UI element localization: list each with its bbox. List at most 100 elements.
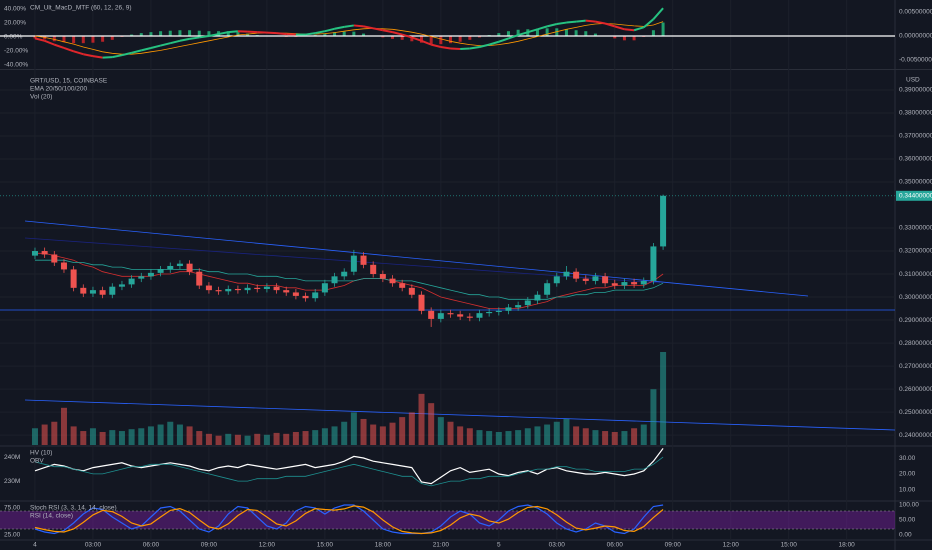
indicator-title: CM_Ult_MacD_MTF (60, 12, 26, 9) [30,5,132,12]
macd-segment [276,32,287,36]
histogram-bar [564,29,568,36]
candle-body [476,313,483,318]
macd-segment [208,33,219,37]
macd-segment [363,25,374,30]
macd-segment [228,30,239,34]
candle-body [457,314,464,317]
volume-bar [582,428,589,445]
y-tick-label: 0.27000000 [899,363,932,370]
candle-body [650,246,657,281]
x-tick-label: 09:00 [665,542,682,549]
macd-segment [392,31,403,36]
histogram-bar [632,35,636,41]
candle-body [89,290,96,294]
y-tick-label: 0.35000000 [899,179,932,186]
macd-segment [556,21,567,25]
histogram-bar [651,30,655,36]
series-line [34,505,664,535]
volume-bar [51,421,58,445]
volume-bar [167,421,174,445]
candle-body [379,274,386,279]
volume-bar [283,433,290,445]
volume-bar [370,424,377,445]
volume-bar [631,428,638,445]
histogram-bar [506,31,510,36]
candle-body [109,286,116,295]
volume-bar [215,435,222,445]
candle-body [157,269,164,273]
y-tick-label: 0.00500000 [899,9,932,16]
macd-segment [53,43,65,49]
histogram-bar [91,35,95,43]
volume-bar [563,418,570,445]
y-tick-label: 0.24000000 [899,432,932,439]
histogram-bar [400,35,404,40]
volume-bar [273,432,280,445]
candle-body [360,255,367,265]
histogram-bar [168,30,172,36]
x-tick-label: 21:00 [433,542,450,549]
ema-line [35,259,664,300]
last-price-label: 0.34400000 [899,193,932,200]
candle-body [660,195,667,247]
volume-bar [254,433,261,445]
macd-segment [430,43,442,48]
volume-bar [176,424,183,445]
candle-body [534,294,541,301]
histogram-bar [33,35,37,39]
volume-bar [157,424,164,445]
x-tick-label: 15:00 [317,542,334,549]
macd-segment [546,23,558,28]
histogram-bar [178,30,182,36]
candle-body [563,271,570,277]
histogram-bar [342,31,346,36]
candle-body [573,271,580,279]
histogram-bar [323,33,327,36]
macd-segment [652,7,664,20]
candle-body [370,264,377,275]
y-tick-label: 0.26000000 [899,386,932,393]
histogram-bar [391,35,395,39]
y-tick-label: 0.00000000 [899,33,932,40]
candle-body [350,255,357,272]
macd-segment [527,28,538,34]
candle-body [31,251,38,256]
volume-bar [495,431,502,445]
y-tick-label: 50.00 [899,517,916,524]
candle-body [640,280,647,285]
volume-bar [321,428,328,445]
histogram-bar [545,28,549,36]
macd-segment [633,26,645,32]
candle-body [621,282,628,286]
volume-bar [428,403,435,445]
candle-body [41,251,48,255]
x-tick-label: 12:00 [723,542,740,549]
volume-bar [31,428,38,445]
candle-body [186,263,193,272]
series-line [34,504,664,535]
candle-body [312,292,319,299]
histogram-bar [159,31,163,36]
volume-bar [302,431,309,445]
macd-segment [401,33,413,39]
candle-body [99,290,106,295]
histogram-bar [439,35,443,45]
candle-body [234,288,241,291]
volume-bar [331,426,338,445]
candle-body [196,271,203,286]
volume-bar [418,393,425,445]
histogram-bar [661,22,665,36]
y2-tick-label: 20.00% [4,20,26,27]
volume-bar [70,426,77,445]
legend-entry: OBV [30,458,44,465]
histogram-bar [52,35,56,42]
x-tick-label: 03:00 [549,542,566,549]
candle-body [418,294,425,311]
histogram-bar [188,30,192,36]
histogram-bar [81,35,85,44]
histogram-bar [497,33,501,36]
volume-bar [109,430,116,445]
volume-bar [234,434,241,445]
volume-bar [341,421,348,445]
volume-bar [505,431,512,445]
